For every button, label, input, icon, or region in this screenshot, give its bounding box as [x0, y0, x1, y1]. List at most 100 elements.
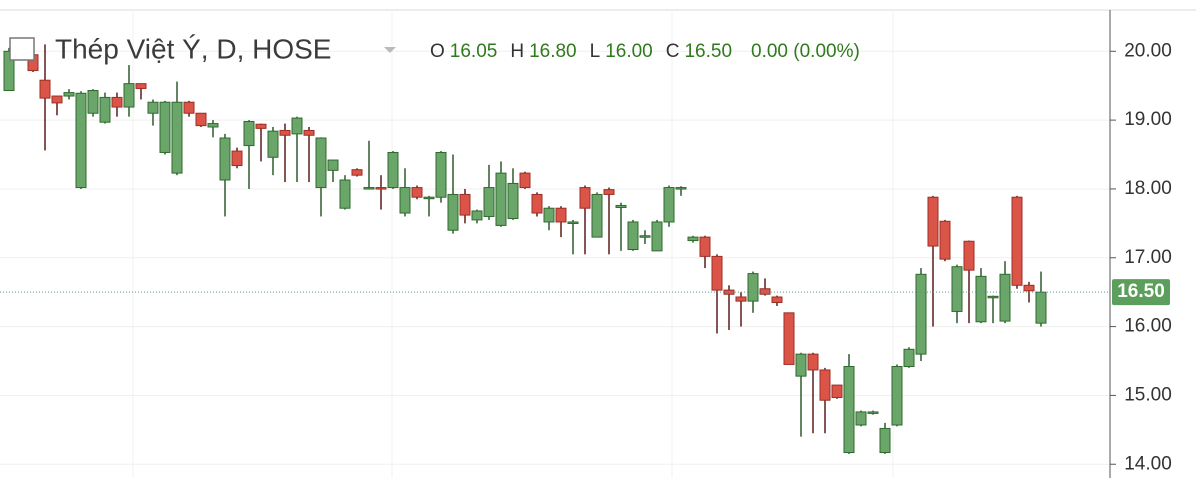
candle-body	[231, 150, 243, 167]
candle	[495, 161, 507, 227]
series-icon[interactable]	[9, 37, 35, 61]
candle-body	[1035, 291, 1047, 324]
candle	[195, 112, 207, 127]
candle	[327, 159, 339, 183]
candle	[351, 168, 363, 177]
candle-body	[423, 196, 435, 200]
candle-body	[543, 207, 555, 223]
candle-body	[951, 266, 963, 312]
candle-body	[447, 193, 459, 231]
candle-body	[195, 112, 207, 127]
candle	[171, 81, 183, 176]
candle-body	[339, 179, 351, 209]
candle-body	[159, 101, 171, 153]
last-price-box	[1112, 279, 1170, 306]
candle	[231, 147, 243, 169]
candle	[519, 171, 531, 189]
candle	[435, 151, 447, 203]
candle	[75, 91, 87, 189]
candle-body	[963, 240, 975, 271]
candle-body	[171, 101, 183, 174]
legend-key: C	[666, 41, 680, 62]
candle-body	[87, 90, 99, 114]
y-tick-label: 17.00	[1124, 247, 1172, 268]
candle	[375, 175, 387, 210]
grid	[0, 50, 1110, 465]
candle-body	[711, 255, 723, 291]
candle-body	[279, 129, 291, 136]
candle-body	[927, 196, 939, 247]
legend-key: L	[590, 41, 601, 62]
candle	[963, 240, 975, 324]
candle	[867, 410, 879, 415]
candle-body	[603, 189, 615, 195]
candle-body	[111, 96, 123, 108]
legend-value: 16.50	[684, 41, 732, 62]
candle-body	[807, 353, 819, 371]
candle-body	[999, 273, 1011, 322]
candle	[183, 100, 195, 117]
candle	[507, 168, 519, 220]
candle-body	[771, 296, 783, 303]
candle-body	[267, 130, 279, 158]
candle-body	[615, 204, 627, 209]
legend-key: H	[510, 41, 524, 62]
y-tick-label: 15.00	[1124, 384, 1172, 405]
candle-body	[891, 366, 903, 426]
candle	[135, 83, 147, 100]
candle-body	[783, 312, 795, 365]
candle-body	[123, 83, 135, 108]
candle-body	[303, 129, 315, 136]
candle-body	[879, 427, 891, 454]
candle-body	[663, 187, 675, 223]
candle-body	[3, 50, 15, 92]
candle-body	[207, 123, 219, 128]
candle	[987, 295, 999, 324]
candle	[675, 186, 687, 196]
candle-body	[699, 236, 711, 257]
candle	[735, 292, 747, 327]
candle	[555, 206, 567, 238]
candle	[699, 235, 711, 269]
dropdown[interactable]	[384, 47, 396, 53]
candle	[459, 188, 471, 224]
candle	[483, 164, 495, 220]
candle-body	[1011, 196, 1023, 286]
candle	[63, 89, 75, 100]
candle-body	[63, 92, 75, 97]
candle-body	[687, 236, 699, 242]
price-axis: 14.00 15.00 16.00 17.00 18.00 19.00 20.00 16.50	[1110, 40, 1172, 474]
candle-body	[327, 159, 339, 171]
candle-body	[75, 92, 87, 189]
candle	[915, 268, 927, 361]
candle-body	[411, 187, 423, 198]
candle-body	[483, 187, 495, 217]
candle	[795, 352, 807, 437]
candle	[567, 219, 579, 255]
candle-body	[495, 172, 507, 226]
candle	[339, 175, 351, 210]
candle-body	[795, 353, 807, 377]
candle	[759, 278, 771, 296]
y-tick-label: 20.00	[1124, 40, 1172, 61]
candle-body	[639, 235, 651, 238]
candle-body	[531, 193, 543, 214]
x-grid	[132, 10, 894, 478]
candle-body	[351, 169, 363, 176]
legend-value: 16.05	[450, 41, 498, 62]
candle	[783, 312, 795, 365]
y-tick-label: 16.00	[1124, 316, 1172, 337]
candle	[219, 133, 231, 217]
candle	[639, 230, 651, 244]
candle-body	[219, 137, 231, 181]
candle-body	[975, 275, 987, 323]
candle-body	[291, 117, 303, 135]
candle	[411, 185, 423, 200]
candle	[891, 364, 903, 427]
candle-body	[363, 187, 375, 190]
candle-body	[255, 123, 267, 129]
candle	[99, 92, 111, 124]
candle	[471, 209, 483, 224]
candle-body	[51, 95, 63, 104]
candle-body	[831, 384, 843, 398]
